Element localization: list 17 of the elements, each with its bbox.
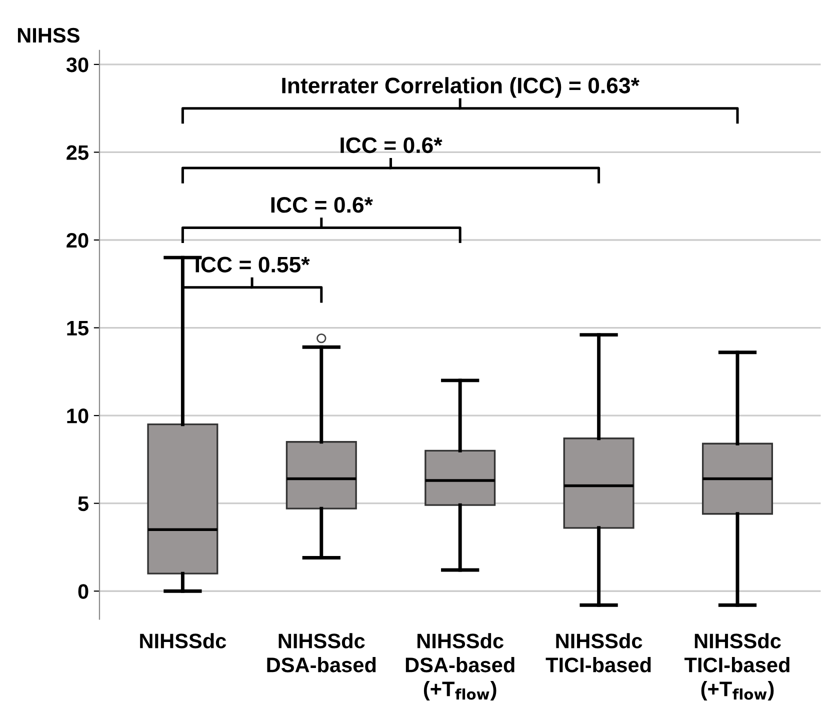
y-tick-label: 15 <box>67 320 88 336</box>
annotation: ICC = 0.6* <box>340 137 442 154</box>
x-tick-label: NIHSSdc DSA-based <box>267 633 376 672</box>
annotation: ICC = 0.6* <box>271 197 373 213</box>
y-tick-label: 0 <box>78 584 88 599</box>
x-tick-label: NIHSSdc TICI-based (+T$_{flow}$) <box>684 633 790 700</box>
x-tick-label: NIHSSdc <box>140 633 226 648</box>
y-axis-title: NIHSS <box>18 28 80 43</box>
y-tick-label: 25 <box>66 145 88 160</box>
y-tick-label: 30 <box>66 57 88 72</box>
x-tick-label: NIHSSdc DSA-based (+T$_{flow}$) <box>406 633 514 700</box>
annotation: ICC = 0.55* <box>196 256 310 272</box>
x-tick-label: NIHSSdc TICI-based <box>546 633 651 672</box>
y-tick-label: 20 <box>66 233 88 248</box>
y-tick-label: 5 <box>78 496 88 512</box>
y-tick-label: 10 <box>67 408 88 424</box>
annotation: Interrater Correlation (ICC) = 0.63* <box>282 77 640 98</box>
